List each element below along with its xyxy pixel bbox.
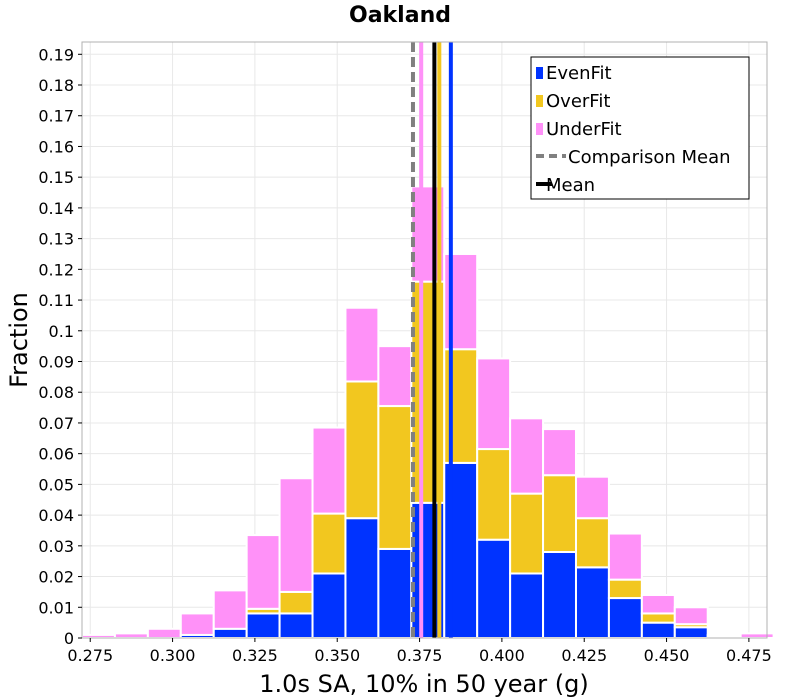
y-tick-label: 0.13 [38, 230, 74, 249]
bar-underfit [146, 627, 182, 640]
bar-overfit [607, 578, 643, 600]
legend-label-mean: Mean [546, 175, 595, 196]
y-tick-label: 0.07 [38, 414, 74, 433]
bar-evenfit [476, 538, 512, 640]
bar-underfit [542, 428, 577, 477]
x-tick-label: 0.375 [397, 646, 443, 665]
bar-overfit [377, 405, 413, 550]
bar-overfit [509, 492, 545, 575]
bars [81, 185, 775, 640]
bar-overfit [278, 590, 314, 615]
bar-underfit [179, 612, 215, 636]
legend: EvenFit OverFit UnderFit Comparison Mean Mea… [530, 56, 750, 200]
y-tick-label: 0.12 [38, 260, 74, 279]
legend-label-comparison-mean: Comparison Mean [568, 147, 731, 168]
x-tick-label: 0.450 [644, 646, 690, 665]
legend-label-evenfit: EvenFit [546, 63, 612, 84]
plot-frame [81, 41, 768, 639]
y-tick-labels: 0 0.01 0.02 0.03 0.04 0.05 0.06 0.07 0.08 0.09 0.1… [38, 45, 82, 648]
bar-overfit [311, 512, 347, 575]
legend-label-underfit: UnderFit [546, 119, 622, 140]
x-tick-label: 0.425 [561, 646, 607, 665]
bar-evenfit [344, 517, 380, 639]
bar-evenfit [245, 612, 281, 639]
x-tick-label: 0.325 [232, 646, 278, 665]
x-tick-label: 0.275 [67, 646, 113, 665]
x-axis-title: 1.0s SA, 10% in 50 year (g) [259, 670, 588, 698]
bar-underfit [344, 306, 380, 383]
legend-swatch-evenfit [536, 67, 543, 79]
y-tick-label: 0.09 [38, 353, 74, 372]
y-tick-label: 0.08 [38, 383, 74, 402]
bar-overfit [542, 474, 577, 553]
legend-box [530, 56, 750, 200]
bar-evenfit [278, 612, 314, 639]
y-tick-label: 0.18 [38, 76, 74, 95]
y-tick-label: 0.01 [38, 598, 74, 617]
bar-evenfit [212, 627, 248, 640]
bar-underfit [739, 632, 775, 639]
y-tick-label: 0.02 [38, 568, 74, 587]
y-tick-label: 0.04 [38, 506, 74, 525]
bar-overfit [344, 380, 380, 520]
bar-underfit [476, 357, 512, 451]
bar-evenfit [640, 621, 676, 639]
bar-underfit [278, 477, 314, 593]
bar-overfit [640, 612, 676, 624]
x-tick-label: 0.400 [479, 646, 525, 665]
y-tick-label: 0.16 [38, 137, 74, 156]
bar-evenfit [542, 550, 577, 639]
bar-evenfit [509, 572, 545, 640]
legend-swatch-underfit [536, 123, 543, 135]
bar-underfit [607, 532, 643, 581]
y-tick-label: 0 [64, 629, 74, 648]
bar-underfit [377, 345, 413, 408]
bar-underfit [640, 593, 676, 615]
y-tick-label: 0.03 [38, 537, 74, 556]
y-axis-title: Fraction [5, 292, 33, 388]
y-tick-label: 0.1 [49, 322, 74, 341]
y-tick-label: 0.05 [38, 475, 74, 494]
bar-underfit [706, 633, 742, 638]
y-tick-label: 0.17 [38, 107, 74, 126]
x-tick-labels: 0.275 0.300 0.325 0.350 0.375 0.400 0.425 0.450… [67, 638, 772, 665]
y-tick-label: 0.11 [38, 291, 74, 310]
bar-evenfit [574, 566, 610, 639]
y-tick-label: 0.06 [38, 445, 74, 464]
x-tick-label: 0.300 [150, 646, 196, 665]
bar-evenfit [377, 547, 413, 640]
bar-evenfit [311, 572, 347, 640]
bar-underfit [673, 606, 709, 626]
bar-underfit [113, 632, 149, 639]
bar-overfit [476, 448, 512, 541]
bar-evenfit [607, 597, 643, 639]
y-tick-label: 0.14 [38, 199, 74, 218]
legend-label-overfit: OverFit [546, 91, 610, 112]
bar-overfit [574, 517, 610, 569]
legend-swatch-overfit [536, 95, 543, 107]
bar-underfit [212, 589, 248, 630]
bar-evenfit [673, 626, 709, 640]
y-tick-label: 0.19 [38, 45, 74, 64]
bar-underfit [574, 475, 610, 520]
x-tick-label: 0.350 [314, 646, 360, 665]
reference-lines [410, 42, 453, 638]
bar-underfit [311, 426, 347, 515]
bar-underfit [509, 417, 545, 495]
chart-title: Oakland [349, 3, 451, 28]
bar-underfit [245, 534, 281, 610]
y-tick-label: 0.15 [38, 168, 74, 187]
x-tick-label: 0.475 [726, 646, 772, 665]
